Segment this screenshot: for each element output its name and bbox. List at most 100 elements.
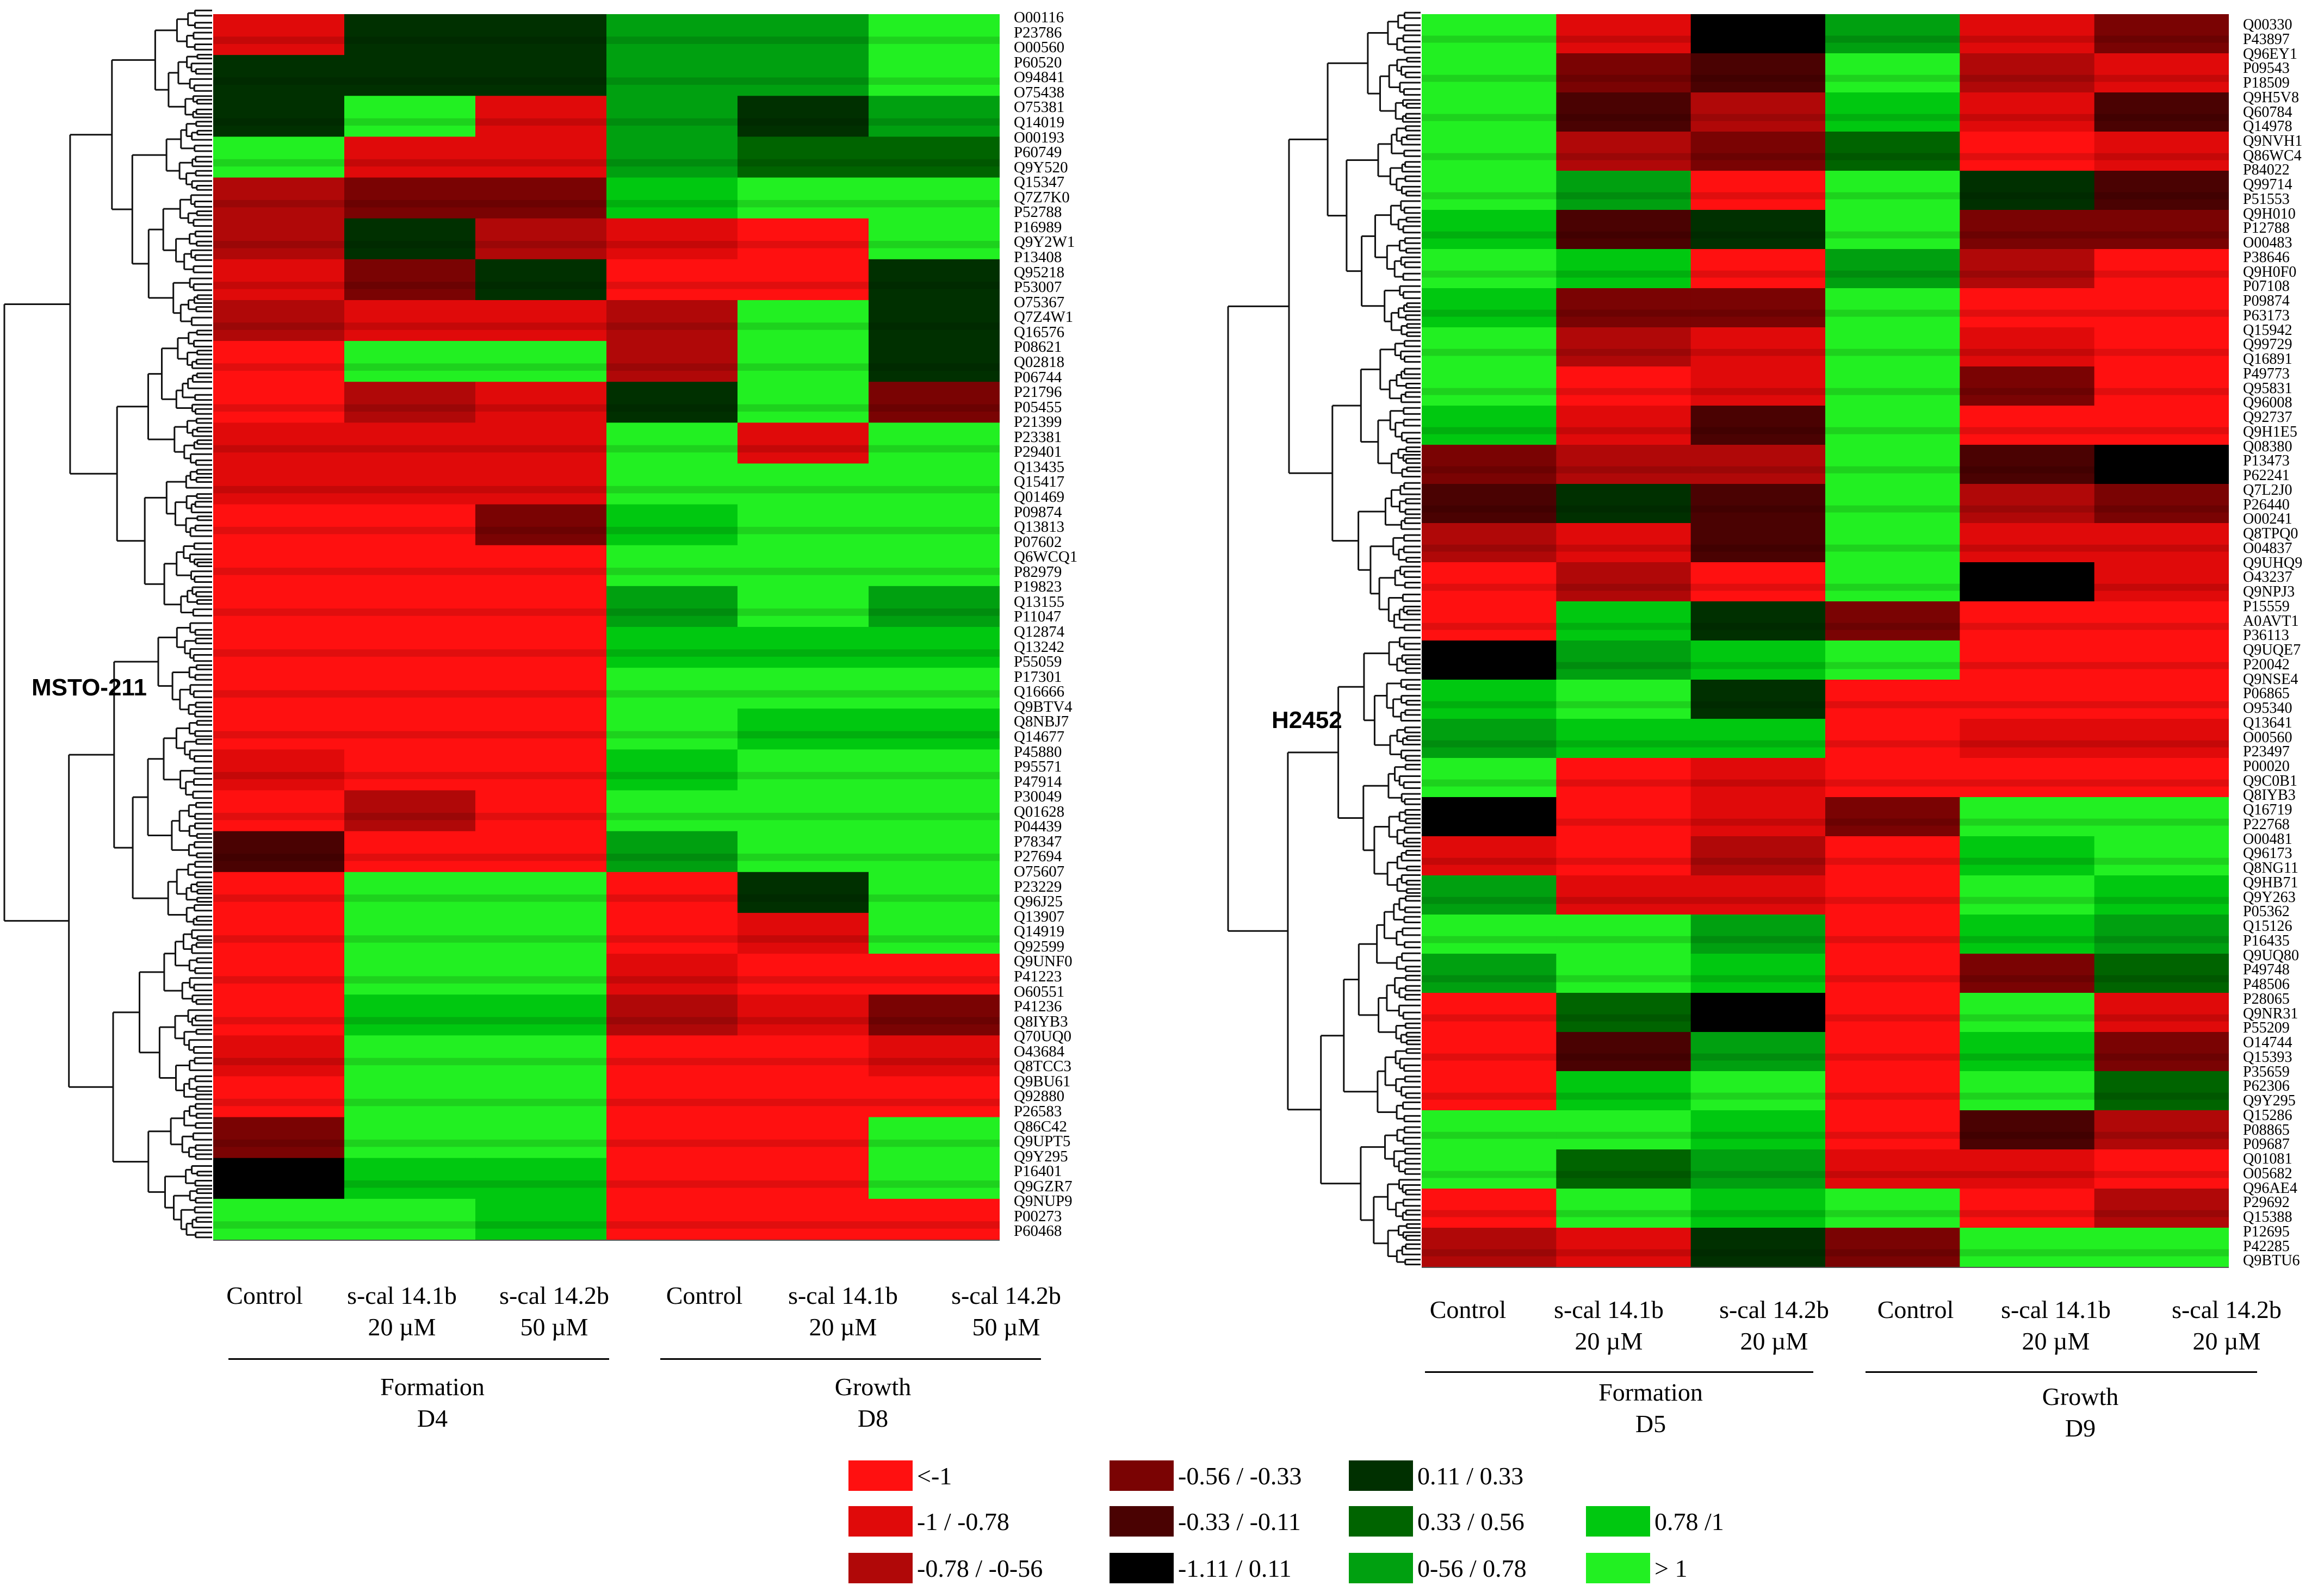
h2452-row-label: P62306 <box>2243 1078 2290 1095</box>
msto211-cell-shade-r25-c5 <box>869 1058 1000 1066</box>
h2452-cell-shade-r22-c2 <box>1690 897 1826 904</box>
msto211-cell-r17-c4 <box>738 708 869 750</box>
msto211-row-label: P23381 <box>1014 428 1062 446</box>
msto211-cell-r15-c5 <box>869 627 1000 668</box>
h2452-row-label: P26440 <box>2243 496 2290 513</box>
h2452-cell-shade-r6-c2 <box>1690 270 1826 278</box>
h2452-cell-shade-r11-c0 <box>1422 466 1557 474</box>
msto211-cell-r16-c0 <box>213 668 345 709</box>
h2452-cell-r27-c2 <box>1690 1071 1826 1111</box>
h2452-cell-shade-r29-c3 <box>1825 1171 1960 1178</box>
msto211-cell-r12-c0 <box>213 504 345 546</box>
msto211-row-label: Q02818 <box>1014 353 1065 371</box>
h2452-cell-shade-r19-c4 <box>1960 779 2095 787</box>
msto211-cell-r22-c5 <box>869 912 1000 954</box>
h2452-cell-r0-c0 <box>1422 14 1557 54</box>
msto211-cell-r15-c3 <box>606 627 738 668</box>
msto211-cell-shade-r17-c5 <box>869 731 1000 739</box>
msto211-cell-shade-r22-c4 <box>738 935 869 943</box>
msto211-cell-r20-c0 <box>213 831 345 873</box>
h2452-cell-shade-r23-c1 <box>1556 936 1691 943</box>
msto211-cell-r19-c2 <box>475 790 607 832</box>
msto211-row-label: Q96J25 <box>1014 893 1063 911</box>
h2452-cell-shade-r15-c4 <box>1960 623 2095 630</box>
h2452-col-label-2: s-cal 14.1b 20 µM <box>1554 1296 1664 1355</box>
h2452-row-label: Q15286 <box>2243 1106 2292 1124</box>
h2452-cell-shade-r15-c1 <box>1556 623 1691 630</box>
msto211-cell-r24-c4 <box>738 994 869 1036</box>
h2452-cell-shade-r5-c2 <box>1690 231 1826 239</box>
legend-label: -1 / -0.78 <box>917 1507 1009 1535</box>
msto211-row-label: O00193 <box>1014 128 1065 146</box>
msto211-row-label: O94841 <box>1014 69 1065 86</box>
h2452-cell-shade-r27-c1 <box>1556 1092 1691 1100</box>
h2452-cell-r5-c3 <box>1825 210 1960 250</box>
msto211-cell-shade-r25-c2 <box>475 1058 607 1066</box>
legend-label: -0.56 / -0.33 <box>1178 1462 1302 1490</box>
msto211-cell-shade-r4-c2 <box>475 200 607 208</box>
h2452-cell-r30-c0 <box>1422 1189 1557 1228</box>
msto211-cell-shade-r29-c0 <box>213 1221 345 1229</box>
msto211-cell-r20-c5 <box>869 831 1000 873</box>
h2452-cell-shade-r16-c5 <box>2094 662 2229 669</box>
h2452-cell-r14-c0 <box>1422 562 1557 602</box>
msto211-cell-r29-c4 <box>738 1198 869 1240</box>
h2452-cell-r11-c5 <box>2094 445 2229 484</box>
h2452-cell-r16-c2 <box>1690 640 1826 680</box>
msto211-cell-shade-r1-c5 <box>869 77 1000 85</box>
legend-swatch <box>1586 1553 1650 1583</box>
msto211-cell-r22-c3 <box>606 912 738 954</box>
h2452-cell-shade-r5-c0 <box>1422 231 1557 239</box>
msto211-cell-r3-c1 <box>344 136 476 178</box>
msto211-cell-shade-r19-c4 <box>738 812 869 820</box>
h2452-cell-r27-c4 <box>1960 1071 2095 1111</box>
msto211-cell-r7-c5 <box>869 300 1000 341</box>
h2452-cell-shade-r30-c3 <box>1825 1210 1960 1217</box>
h2452-cell-shade-r7-c0 <box>1422 309 1557 317</box>
msto211-cell-r19-c3 <box>606 790 738 832</box>
h2452-cell-r26-c2 <box>1690 1032 1826 1072</box>
msto211-cell-shade-r13-c3 <box>606 568 738 575</box>
msto211-cell-r14-c2 <box>475 586 607 627</box>
msto211-cell-shade-r29-c4 <box>738 1221 869 1229</box>
msto211-cell-shade-r4-c1 <box>344 200 476 208</box>
h2452-cell-shade-r17-c5 <box>2094 701 2229 708</box>
h2452-cell-r25-c1 <box>1556 993 1691 1033</box>
h2452-row-label: P20042 <box>2243 656 2290 673</box>
msto211-cell-shade-r18-c3 <box>606 772 738 780</box>
h2452-cell-r10-c2 <box>1690 406 1826 445</box>
h2452-cell-shade-r7-c2 <box>1690 309 1826 317</box>
msto211-cell-r25-c3 <box>606 1035 738 1077</box>
h2452-row-label: Q9H5V8 <box>2243 89 2300 106</box>
h2452-cell-shade-r24-c5 <box>2094 975 2229 982</box>
h2452-cell-r3-c1 <box>1556 132 1691 171</box>
msto211-cell-r0-c3 <box>606 14 738 55</box>
legend-label: > 1 <box>1654 1554 1688 1582</box>
msto211-cell-shade-r25-c1 <box>344 1058 476 1066</box>
msto211-cell-r28-c5 <box>869 1158 1000 1199</box>
h2452-cell-r25-c2 <box>1690 993 1826 1033</box>
msto211-cell-shade-r16-c1 <box>344 690 476 698</box>
h2452-row-label: Q99729 <box>2243 336 2292 353</box>
msto211-cell-shade-r15-c0 <box>213 649 345 657</box>
h2452-cell-shade-r27-c4 <box>1960 1092 2095 1100</box>
h2452-cell-r25-c0 <box>1422 993 1557 1033</box>
msto211-cell-shade-r2-c4 <box>738 118 869 126</box>
h2452-cell-shade-r29-c1 <box>1556 1171 1691 1178</box>
h2452-row-label: P55209 <box>2243 1019 2290 1037</box>
msto211-row-label: P55059 <box>1014 653 1062 671</box>
msto211-col-label-5: s-cal 14.1b 20 µM <box>788 1282 898 1341</box>
h2452-row-label: Q9Y263 <box>2243 888 2296 906</box>
msto211-cell-r17-c3 <box>606 708 738 750</box>
legend-item: 0.11 / 0.33 <box>1349 1460 1523 1491</box>
h2452-cell-r16-c5 <box>2094 640 2229 680</box>
msto211-cell-shade-r17-c2 <box>475 731 607 739</box>
h2452-cell-r18-c3 <box>1825 719 1960 758</box>
msto211-cell-r3-c5 <box>869 136 1000 178</box>
h2452-group-formation: Formation D5 <box>1598 1378 1703 1438</box>
msto211-cell-shade-r7-c5 <box>869 322 1000 330</box>
h2452-cell-shade-r22-c5 <box>2094 897 2229 904</box>
h2452-cell-r14-c4 <box>1960 562 2095 602</box>
h2452-row-label: Q8NG11 <box>2243 860 2298 877</box>
msto211-cell-shade-r4-c3 <box>606 200 738 208</box>
